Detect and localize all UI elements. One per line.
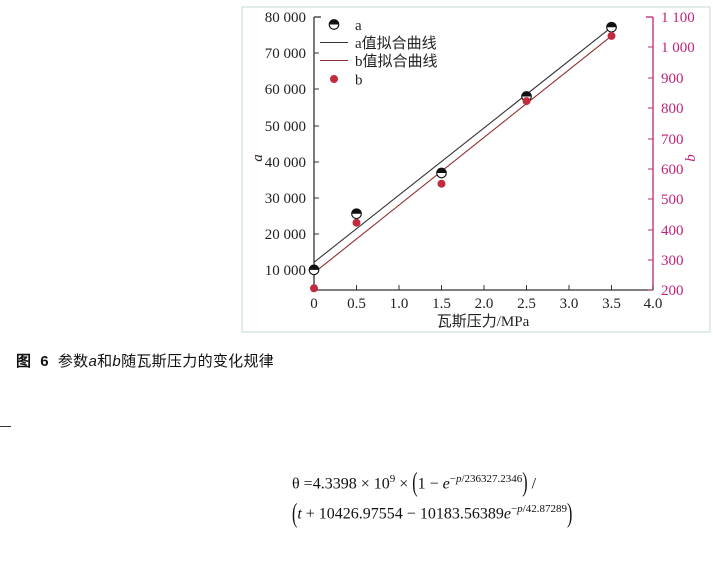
svg-text:b: b [355,73,363,89]
svg-text:900: 900 [661,71,684,87]
svg-text:瓦斯压力/MPa: 瓦斯压力/MPa [437,313,530,330]
svg-text:0.5: 0.5 [347,296,366,312]
svg-text:0: 0 [310,296,318,312]
svg-text:800: 800 [661,101,684,117]
svg-text:3.0: 3.0 [560,296,579,312]
svg-text:2.5: 2.5 [517,296,536,312]
svg-text:50 000: 50 000 [265,119,306,135]
svg-text:10 000: 10 000 [265,263,306,279]
svg-text:20 000: 20 000 [265,227,306,243]
svg-text:500: 500 [661,192,684,208]
svg-text:3.5: 3.5 [602,296,621,312]
svg-text:a值拟合曲线: a值拟合曲线 [355,35,437,52]
svg-text:200: 200 [661,283,684,299]
svg-text:300: 300 [661,253,684,269]
svg-text:400: 400 [661,223,684,239]
svg-text:40 000: 40 000 [265,155,306,171]
svg-text:1.0: 1.0 [390,296,409,312]
svg-text:700: 700 [661,132,684,148]
svg-text:80 000: 80 000 [265,10,306,26]
svg-text:1 000: 1 000 [661,40,695,56]
svg-text:2.0: 2.0 [475,296,494,312]
svg-text:1 100: 1 100 [661,10,695,26]
svg-text:600: 600 [661,162,684,178]
svg-text:60 000: 60 000 [265,82,306,98]
svg-text:b值拟合曲线: b值拟合曲线 [355,53,438,70]
svg-text:70 000: 70 000 [265,46,306,62]
svg-text:1.5: 1.5 [432,296,451,312]
svg-text:b: b [683,154,699,162]
svg-text:30 000: 30 000 [265,191,306,207]
svg-text:a: a [355,18,362,34]
svg-text:a: a [250,154,266,162]
svg-text:4.0: 4.0 [644,296,663,312]
